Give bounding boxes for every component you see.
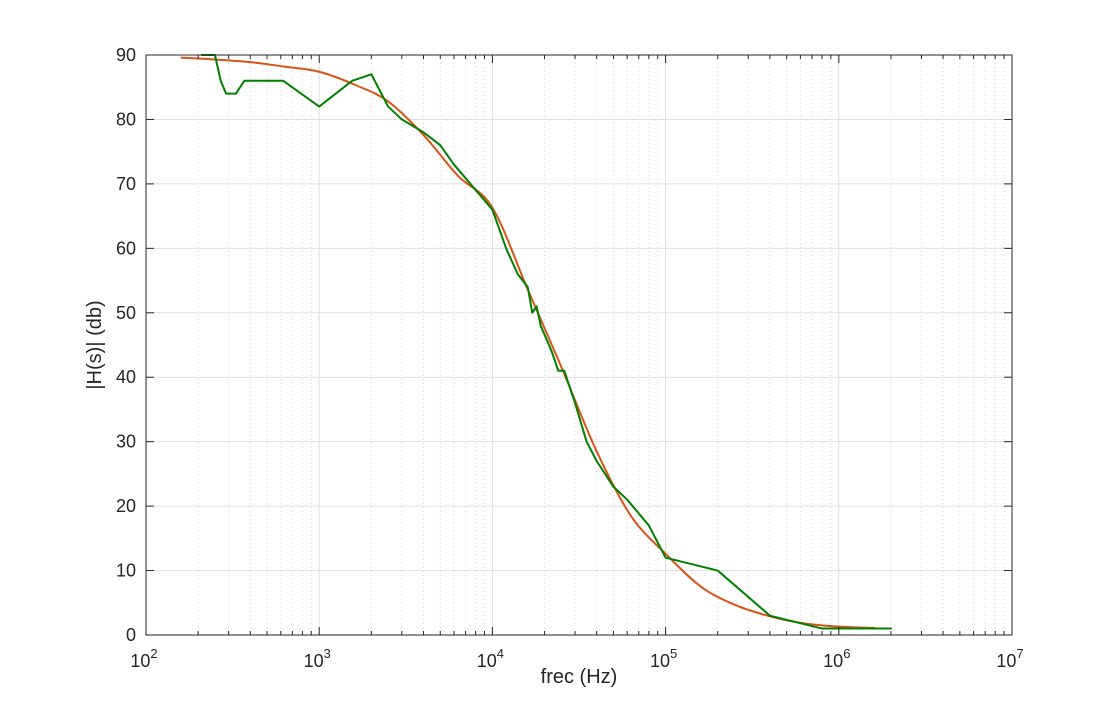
y-tick-label: 80 <box>116 109 136 129</box>
series-layer <box>180 54 892 630</box>
y-tick-label: 60 <box>116 238 136 258</box>
y-tick-label: 70 <box>116 174 136 194</box>
minor-grid <box>197 55 1005 635</box>
x-tick-label: 106 <box>823 646 850 671</box>
y-tick-label: 0 <box>126 625 136 645</box>
y-axis-label: |H(s)| (db) <box>84 300 106 389</box>
plot-frame <box>145 54 1013 636</box>
y-tick-label: 10 <box>116 561 136 581</box>
plot-background <box>146 55 1012 635</box>
x-tick-label: 102 <box>130 646 157 671</box>
series-line-2 <box>200 54 892 630</box>
y-tick-label: 50 <box>116 303 136 323</box>
y-tick-label: 20 <box>116 496 136 516</box>
x-tick-labels: 102 103 104 105 106 107 <box>130 646 1023 671</box>
x-tick-label: 104 <box>477 646 504 671</box>
y-tick-label: 90 <box>116 45 136 65</box>
y-tick-label: 30 <box>116 432 136 452</box>
x-tick-label: 105 <box>650 646 677 671</box>
x-axis-label: frec (Hz) <box>541 666 618 688</box>
x-tick-label: 107 <box>996 646 1023 671</box>
x-tick-label: 103 <box>304 646 331 671</box>
axis-ticks <box>145 54 1013 636</box>
y-tick-labels: 0 10 20 30 40 50 60 70 80 90 <box>116 45 136 645</box>
y-tick-label: 40 <box>116 367 136 387</box>
